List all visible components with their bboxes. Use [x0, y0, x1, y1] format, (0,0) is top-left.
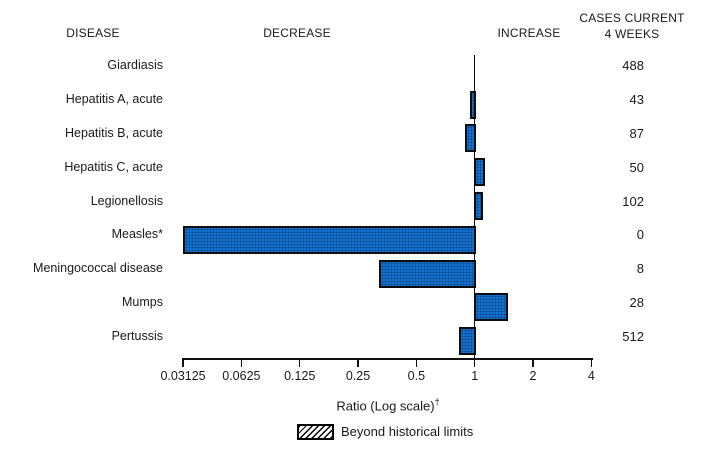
- axis-tick: [298, 358, 301, 367]
- axis-tick: [590, 358, 593, 367]
- axis-tick: [473, 358, 476, 367]
- disease-label: Hepatitis B, acute: [65, 125, 163, 140]
- disease-label: Legionellosis: [90, 193, 163, 208]
- cases-value: 50: [629, 159, 644, 175]
- cases-value: 512: [622, 328, 644, 344]
- column-header-cases: CASES CURRENT 4 WEEKS: [571, 10, 693, 42]
- axis-tick-label: 0.03125: [160, 369, 206, 383]
- axis-tick-label: 0.5: [407, 369, 426, 383]
- ratio-bar: [474, 293, 509, 322]
- axis-tick: [532, 358, 534, 367]
- column-header-disease: DISEASE: [66, 26, 120, 40]
- dagger-footnote-mark: †: [434, 397, 440, 407]
- axis-tick: [240, 358, 243, 367]
- ratio-bar: [464, 124, 477, 153]
- disease-label: Pertussis: [111, 328, 163, 343]
- disease-label: Hepatitis C, acute: [64, 159, 163, 174]
- column-header-cases-line1: CASES CURRENT: [579, 11, 685, 25]
- disease-label: Hepatitis A, acute: [65, 92, 163, 107]
- cases-value: 0: [636, 227, 644, 243]
- column-header-cases-line2: 4 WEEKS: [604, 27, 660, 41]
- cases-value: 87: [629, 125, 644, 141]
- axis-tick-label: 0.125: [284, 369, 316, 383]
- column-header-decrease: DECREASE: [263, 26, 331, 40]
- cases-value: 8: [636, 261, 644, 277]
- legend-label: Beyond historical limits: [341, 424, 474, 439]
- cases-value: 28: [629, 294, 644, 310]
- disease-label: Measles*: [111, 227, 163, 242]
- axis-tick-label: 4: [587, 369, 595, 383]
- axis-tick-label: 0.0625: [222, 369, 261, 383]
- x-axis-label: Ratio (Log scale)†: [238, 397, 538, 413]
- disease-label: Meningococcal disease: [33, 261, 163, 276]
- disease-label: Giardiasis: [107, 58, 163, 73]
- disease-label: Mumps: [122, 294, 163, 309]
- axis-tick-label: 0.25: [345, 369, 371, 383]
- ratio-bar: [474, 192, 484, 220]
- cases-value: 43: [629, 92, 644, 108]
- column-header-increase: INCREASE: [497, 26, 561, 40]
- x-axis-label-text: Ratio (Log scale): [336, 398, 435, 414]
- axis-tick-label: 1: [471, 369, 479, 383]
- axis-tick: [182, 358, 184, 367]
- cases-value: 488: [622, 58, 644, 74]
- ratio-bar: [474, 158, 485, 187]
- cases-value: 102: [622, 193, 644, 209]
- ratio-bar: [183, 225, 477, 254]
- ratio-bar: [470, 90, 477, 119]
- x-axis-line: [182, 358, 593, 360]
- axis-tick-label: 2: [529, 369, 537, 383]
- ratio-bar: [459, 327, 477, 356]
- axis-tick: [357, 358, 359, 367]
- axis-tick: [415, 358, 418, 367]
- ratio-bar: [378, 259, 477, 288]
- beyond-historical-limits-swatch: [297, 424, 334, 440]
